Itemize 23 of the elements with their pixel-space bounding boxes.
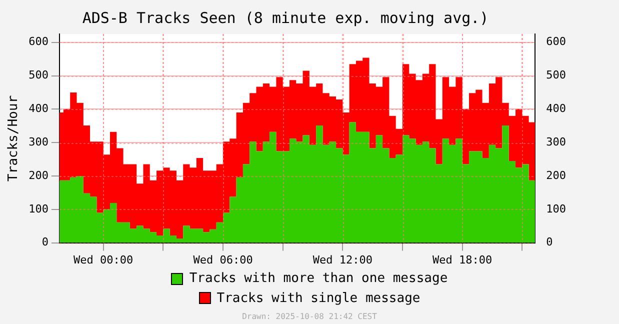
legend-label: Tracks with more than one message [189,270,448,287]
y-tick-label: 500 [28,68,48,82]
x-tick-label: Wed 00:00 [74,253,134,266]
y-tick-label: 200 [28,168,48,182]
y2-tick-label: 300 [546,135,566,148]
chart-title: ADS-B Tracks Seen (8 minute exp. moving avg.) [82,8,489,27]
y-tick-label: 100 [28,202,48,216]
y-tick-label: 600 [28,35,48,48]
y2-tick-label: 100 [546,202,566,216]
y2-tick-label: 600 [546,35,566,48]
y-tick-label: 400 [28,102,48,116]
y-axis-title: Tracks/Hour [6,95,22,182]
text: Drawn: 2025-10-08 21:42 CEST [241,312,378,321]
y-tick-label: 300 [28,135,48,148]
y2-tick-label: 400 [546,102,566,116]
y2-tick-label: 500 [546,68,566,82]
x-tick-label: Wed 06:00 [193,253,253,266]
y2-tick-label: 200 [546,168,566,182]
x-tick-label: Wed 12:00 [312,253,372,266]
x-tick-label: Wed 18:00 [432,253,492,266]
y-tick-label: 0 [42,236,48,249]
y2-tick-label: 0 [546,236,553,249]
legend-label: Tracks with single message [216,290,420,306]
